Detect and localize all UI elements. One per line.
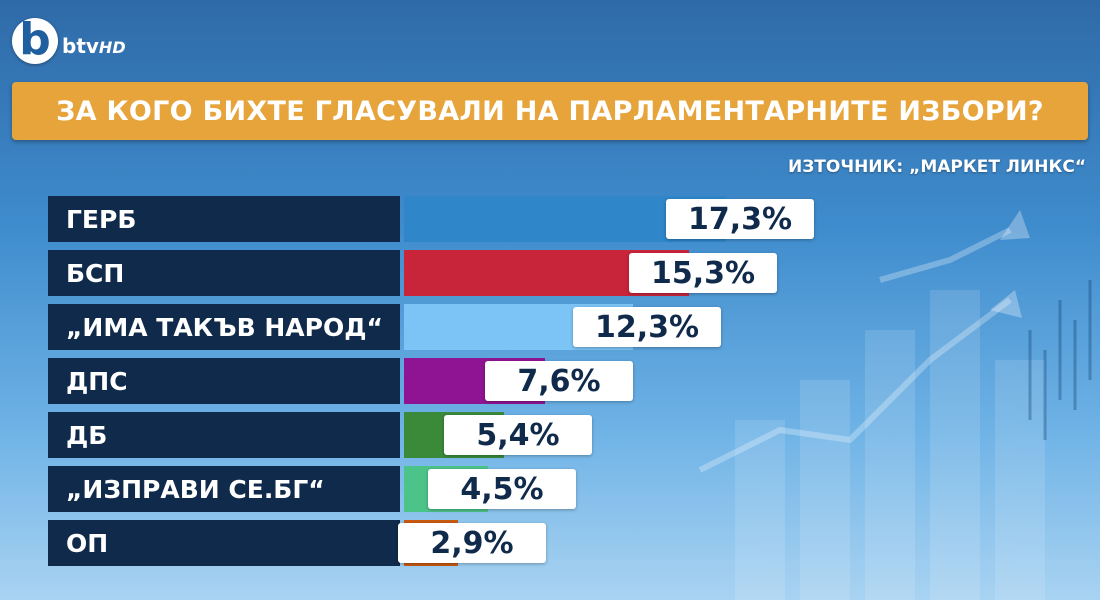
bar-category-label: ДБ: [48, 412, 400, 458]
bar-category-label: ОП: [48, 520, 400, 566]
bar-value-label: 12,3%: [573, 307, 721, 347]
source-label: ИЗТОЧНИК: „МАРКЕТ ЛИНКС“: [787, 157, 1086, 177]
bar-category-label: „ИЗПРАВИ СЕ.БГ“: [48, 466, 400, 512]
bar-value-label: 17,3%: [666, 199, 814, 239]
bar-category-label: ДПС: [48, 358, 400, 404]
bar-value-label: 5,4%: [444, 415, 592, 455]
question-banner: ЗА КОГО БИХТЕ ГЛАСУВАЛИ НА ПАРЛАМЕНТАРНИ…: [12, 82, 1088, 140]
bar-value-label: 2,9%: [398, 523, 546, 563]
bar-value-label: 15,3%: [629, 253, 777, 293]
logo-text: btvHD: [62, 34, 126, 58]
logo-b-circle: [12, 14, 58, 65]
bar-value-label: 7,6%: [485, 361, 633, 401]
bar-category-label: ГЕРБ: [48, 196, 400, 242]
bar-category-label: БСП: [48, 250, 400, 296]
bar-category-label: „ИМА ТАКЪВ НАРОД“: [48, 304, 400, 350]
bar-value-label: 4,5%: [428, 469, 576, 509]
